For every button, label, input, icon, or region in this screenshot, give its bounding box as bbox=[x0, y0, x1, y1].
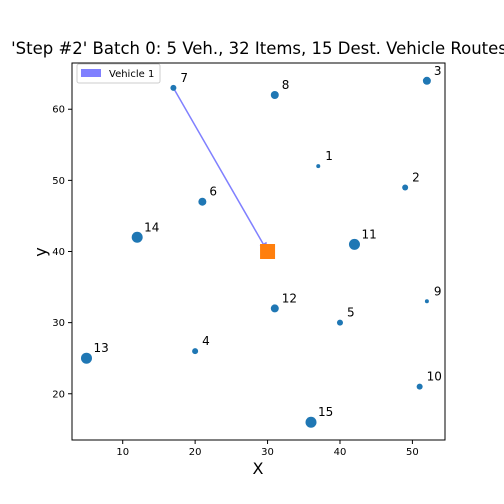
x-tick-label: 30 bbox=[261, 447, 274, 458]
destination-label-7: 7 bbox=[180, 71, 188, 85]
destination-point-3 bbox=[422, 76, 431, 85]
destination-point-14 bbox=[131, 231, 143, 243]
x-axis-label: X bbox=[253, 459, 264, 478]
y-tick-label: 40 bbox=[52, 247, 65, 258]
destination-point-7 bbox=[170, 84, 177, 91]
destination-label-14: 14 bbox=[144, 220, 159, 234]
destination-label-3: 3 bbox=[434, 64, 442, 78]
x-tick-label: 10 bbox=[116, 447, 129, 458]
route-segment-vehicle-1 bbox=[172, 87, 269, 252]
y-axis: 20 30 40 50 60 bbox=[52, 105, 72, 400]
x-tick-label: 20 bbox=[189, 447, 202, 458]
destination-label-4: 4 bbox=[202, 334, 210, 348]
destination-label-13: 13 bbox=[93, 341, 108, 355]
plot-area bbox=[71, 62, 446, 441]
destination-label-11: 11 bbox=[361, 227, 376, 241]
destination-point-9 bbox=[424, 299, 429, 304]
destination-point-8 bbox=[270, 91, 279, 100]
x-axis: 10 20 30 40 50 bbox=[116, 440, 419, 458]
destination-layer bbox=[80, 76, 431, 428]
destination-point-4 bbox=[192, 348, 199, 355]
destination-label-10: 10 bbox=[427, 370, 442, 384]
destination-label-12: 12 bbox=[282, 291, 297, 305]
chart-title: 'Step #2' Batch 0: 5 Veh., 32 Items, 15 … bbox=[11, 39, 504, 58]
destination-label-2: 2 bbox=[412, 170, 420, 184]
destination-label-8: 8 bbox=[282, 78, 290, 92]
destination-point-11 bbox=[348, 238, 360, 250]
destination-point-5 bbox=[336, 319, 343, 326]
y-tick-label: 30 bbox=[52, 318, 65, 329]
destination-label-6: 6 bbox=[209, 185, 217, 199]
destination-point-12 bbox=[270, 304, 279, 313]
y-tick-label: 50 bbox=[52, 176, 65, 187]
legend-swatch-vehicle-1 bbox=[81, 69, 101, 77]
destination-label-9: 9 bbox=[434, 284, 442, 298]
y-tick-label: 60 bbox=[52, 105, 65, 116]
destination-point-13 bbox=[80, 352, 92, 364]
destination-label-15: 15 bbox=[318, 405, 333, 419]
destination-point-10 bbox=[416, 383, 423, 390]
legend-label-vehicle-1: Vehicle 1 bbox=[109, 69, 154, 80]
destination-label-1: 1 bbox=[325, 149, 333, 163]
y-axis-label: y bbox=[31, 247, 50, 256]
destination-point-1 bbox=[316, 164, 321, 169]
x-tick-label: 40 bbox=[334, 447, 347, 458]
legend: Vehicle 1 bbox=[76, 63, 161, 84]
legend-box bbox=[76, 63, 161, 84]
destination-label-5: 5 bbox=[347, 306, 355, 320]
x-tick-label: 50 bbox=[406, 447, 419, 458]
destination-point-2 bbox=[402, 184, 409, 191]
depot-marker bbox=[260, 244, 276, 259]
destination-point-15 bbox=[305, 416, 317, 428]
destination-point-6 bbox=[198, 197, 207, 206]
y-tick-label: 20 bbox=[52, 389, 65, 400]
